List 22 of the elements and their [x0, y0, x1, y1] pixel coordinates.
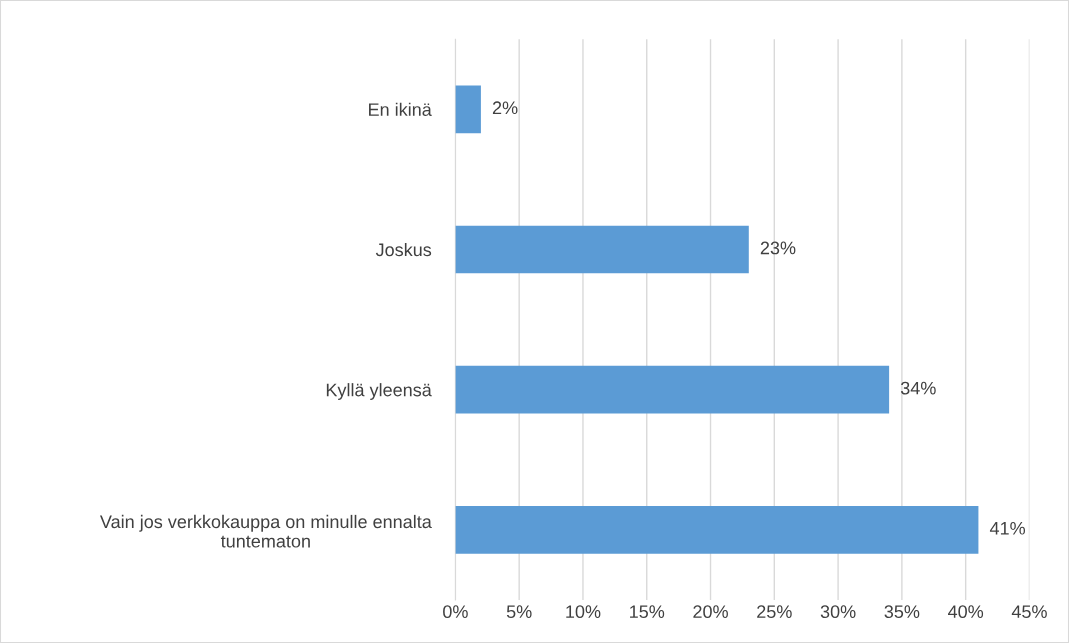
y-tick-label: Kyllä yleensä — [326, 383, 432, 400]
data-label: 2% — [492, 101, 518, 115]
y-tick-label: Joskus — [375, 242, 432, 257]
bar — [455, 506, 979, 554]
x-tick-label: 30% — [820, 605, 856, 619]
x-tick-label: 45% — [1011, 605, 1047, 619]
data-label: 41% — [989, 521, 1026, 535]
bar — [455, 85, 481, 134]
bar — [455, 225, 749, 274]
x-tick-label: 0% — [443, 605, 468, 619]
x-tick-label: 10% — [566, 605, 601, 619]
bar — [455, 365, 890, 414]
data-label: 23% — [760, 241, 796, 255]
y-tick-label: Vain jos verkkokauppa on minulle ennalta tuntematon — [99, 514, 432, 548]
x-tick-label: 40% — [948, 605, 984, 619]
x-tick-label: 15% — [630, 605, 665, 619]
x-tick-label: 5% — [506, 605, 532, 619]
x-tick-label: 20% — [693, 605, 728, 619]
data-label: 34% — [900, 381, 936, 395]
x-tick-label: 35% — [884, 605, 920, 619]
x-tick-label: 25% — [757, 605, 792, 619]
y-tick-label: En ikinä — [369, 102, 432, 117]
